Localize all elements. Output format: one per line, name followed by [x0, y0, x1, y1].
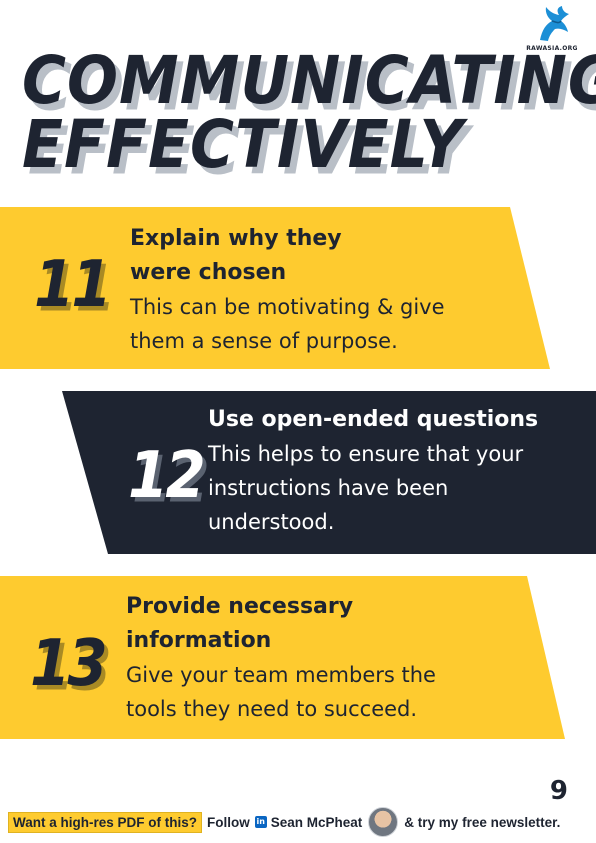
page-title-line-1: COMMUNICATING: [22, 42, 596, 120]
tip-number: 11: [34, 246, 112, 322]
linkedin-icon[interactable]: in: [254, 816, 267, 828]
author-link[interactable]: Sean McPheat: [270, 814, 363, 830]
page-title-line-2: EFFECTIVELY: [22, 106, 464, 184]
tip-description-line: them a sense of purpose.: [130, 329, 398, 353]
tip-text: Provide necessary information Give your …: [126, 590, 506, 726]
banner-background: [0, 207, 550, 369]
tip-text: Explain why they were chosen This can be…: [130, 222, 490, 358]
tip-description-line: understood.: [208, 510, 335, 534]
tip-number: 12: [128, 437, 206, 513]
tip-description-line: Give your team members the: [126, 663, 436, 687]
tip-description-line: instructions have been: [208, 476, 449, 500]
tip-banner-11: 11 Explain why they were chosen This can…: [0, 207, 596, 369]
logo-text: RAWASIA.ORG: [526, 45, 578, 52]
tip-title-line: Provide necessary: [126, 594, 354, 619]
tip-description-line: This helps to ensure that your: [208, 442, 524, 466]
pdf-cta-button[interactable]: Want a high-res PDF of this?: [8, 811, 202, 833]
gryphon-icon: [540, 6, 569, 41]
tip-title-line: Use open-ended questions: [208, 407, 539, 432]
tip-banner-13: 13 Provide necessary information Give yo…: [0, 576, 596, 739]
tip-description-line: This can be motivating & give: [130, 295, 445, 319]
newsletter-link[interactable]: & try my free newsletter.: [404, 814, 561, 830]
tip-number: 13: [30, 625, 108, 701]
banner-background: [62, 391, 596, 554]
tip-text: Use open-ended questions This helps to e…: [208, 403, 588, 539]
avatar: [368, 807, 399, 837]
tip-description-line: tools they need to succeed.: [126, 697, 418, 721]
tip-banner-12: 12 Use open-ended questions This helps t…: [0, 391, 596, 554]
logo: RAWASIA.ORG: [522, 4, 582, 54]
footer: Want a high-res PDF of this? Follow in S…: [8, 807, 594, 837]
tip-title-line: Explain why they: [130, 226, 342, 251]
follow-label: Follow: [207, 814, 250, 830]
page-number: 9: [549, 776, 568, 806]
tip-title-line: were chosen: [130, 260, 287, 285]
banner-background: [0, 576, 565, 739]
tip-title-line: information: [126, 628, 272, 653]
